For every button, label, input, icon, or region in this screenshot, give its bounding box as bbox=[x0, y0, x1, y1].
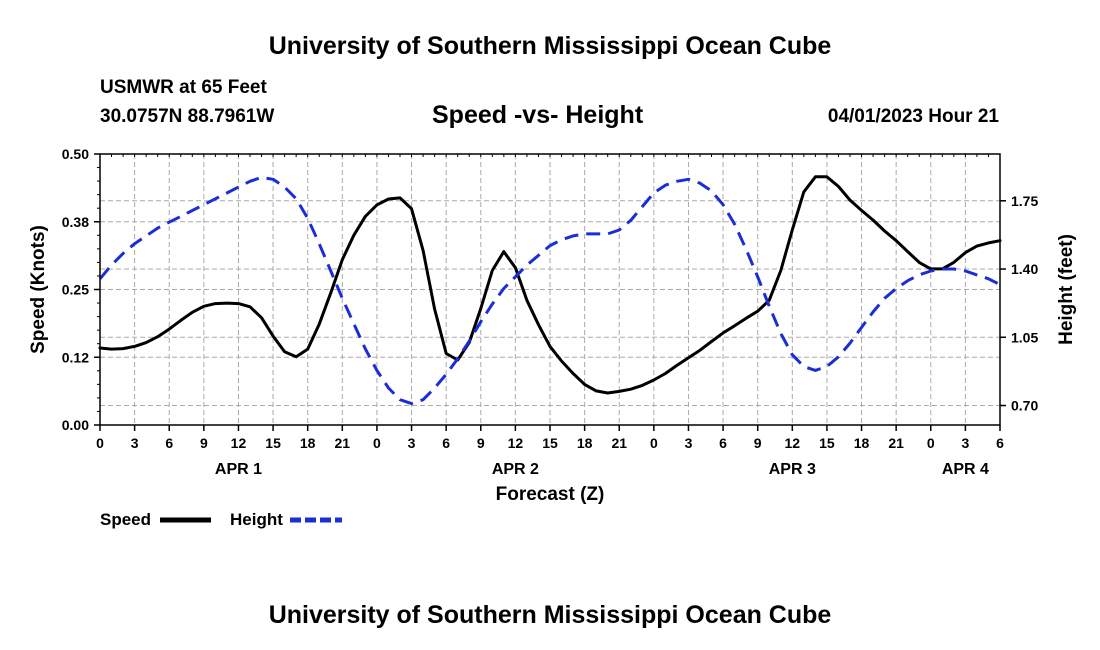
date-label: APR 4 bbox=[942, 461, 989, 478]
coordinates-label: 30.0757N 88.7961W bbox=[100, 106, 275, 127]
x-tick-label: 21 bbox=[888, 435, 904, 451]
tick-labels: 0 3 6 9 12 15 18 21 0 3 6 9 12 15 18 21 0 3 6 9 12 15 18 21 0 3 6A… bbox=[62, 146, 1039, 478]
x-tick-label: 9 bbox=[754, 435, 762, 451]
y-axis-right-label: Height (feet) bbox=[1056, 234, 1077, 345]
x-tick-label: 18 bbox=[854, 435, 870, 451]
date-label: APR 3 bbox=[769, 461, 816, 478]
x-tick-label: 6 bbox=[996, 435, 1004, 451]
x-tick-label: 3 bbox=[131, 435, 139, 451]
x-tick-label: 6 bbox=[165, 435, 173, 451]
y-left-tick-label: 0.00 bbox=[62, 417, 89, 433]
y-right-tick-label: 1.05 bbox=[1011, 329, 1038, 345]
y-left-tick-label: 0.50 bbox=[62, 146, 89, 162]
y-left-tick-label: 0.12 bbox=[62, 349, 89, 365]
y-right-tick-label: 0.70 bbox=[1011, 398, 1038, 414]
x-tick-label: 18 bbox=[577, 435, 593, 451]
x-tick-label: 18 bbox=[300, 435, 316, 451]
x-tick-label: 12 bbox=[231, 435, 247, 451]
x-tick-label: 3 bbox=[408, 435, 416, 451]
x-axis-label: Forecast (Z) bbox=[496, 484, 605, 505]
x-tick-label: 3 bbox=[685, 435, 693, 451]
x-tick-label: 3 bbox=[961, 435, 969, 451]
chart-title: University of Southern Mississippi Ocean… bbox=[268, 32, 832, 60]
x-tick-label: 6 bbox=[719, 435, 727, 451]
plot-frame bbox=[99, 153, 1001, 426]
y-axis-left-label: Speed (Knots) bbox=[28, 225, 49, 354]
x-tick-label: 15 bbox=[542, 435, 558, 451]
x-tick-label: 21 bbox=[611, 435, 627, 451]
series-line-speed bbox=[98, 175, 1002, 395]
grid bbox=[100, 154, 1000, 425]
legend-speed-label: Speed bbox=[100, 510, 151, 529]
y-left-tick-label: 0.25 bbox=[62, 282, 89, 298]
chart-subtitle: Speed -vs- Height bbox=[432, 101, 644, 129]
series-lines bbox=[98, 175, 1002, 406]
date-label: APR 1 bbox=[215, 461, 262, 478]
date-label: APR 2 bbox=[492, 461, 539, 478]
y-right-tick-label: 1.75 bbox=[1011, 193, 1038, 209]
x-tick-label: 0 bbox=[373, 435, 381, 451]
x-tick-label: 15 bbox=[265, 435, 281, 451]
x-tick-label: 0 bbox=[927, 435, 935, 451]
datetime-label: 04/01/2023 Hour 21 bbox=[827, 106, 999, 127]
station-label: USMWR at 65 Feet bbox=[100, 77, 267, 98]
x-tick-label: 15 bbox=[819, 435, 835, 451]
x-tick-label: 9 bbox=[477, 435, 485, 451]
x-tick-label: 0 bbox=[96, 435, 104, 451]
x-tick-label: 12 bbox=[508, 435, 524, 451]
y-left-tick-label: 0.38 bbox=[62, 214, 89, 230]
legend-height-label: Height bbox=[230, 510, 283, 529]
x-tick-label: 12 bbox=[785, 435, 801, 451]
x-tick-label: 0 bbox=[650, 435, 658, 451]
series-line-height bbox=[98, 175, 1001, 406]
x-tick-label: 21 bbox=[335, 435, 351, 451]
x-tick-label: 6 bbox=[442, 435, 450, 451]
x-tick-label: 9 bbox=[200, 435, 208, 451]
y-right-tick-label: 1.40 bbox=[1011, 261, 1038, 277]
footer-title: University of Southern Mississippi Ocean… bbox=[268, 601, 832, 629]
legend: Speed Height bbox=[100, 510, 342, 529]
